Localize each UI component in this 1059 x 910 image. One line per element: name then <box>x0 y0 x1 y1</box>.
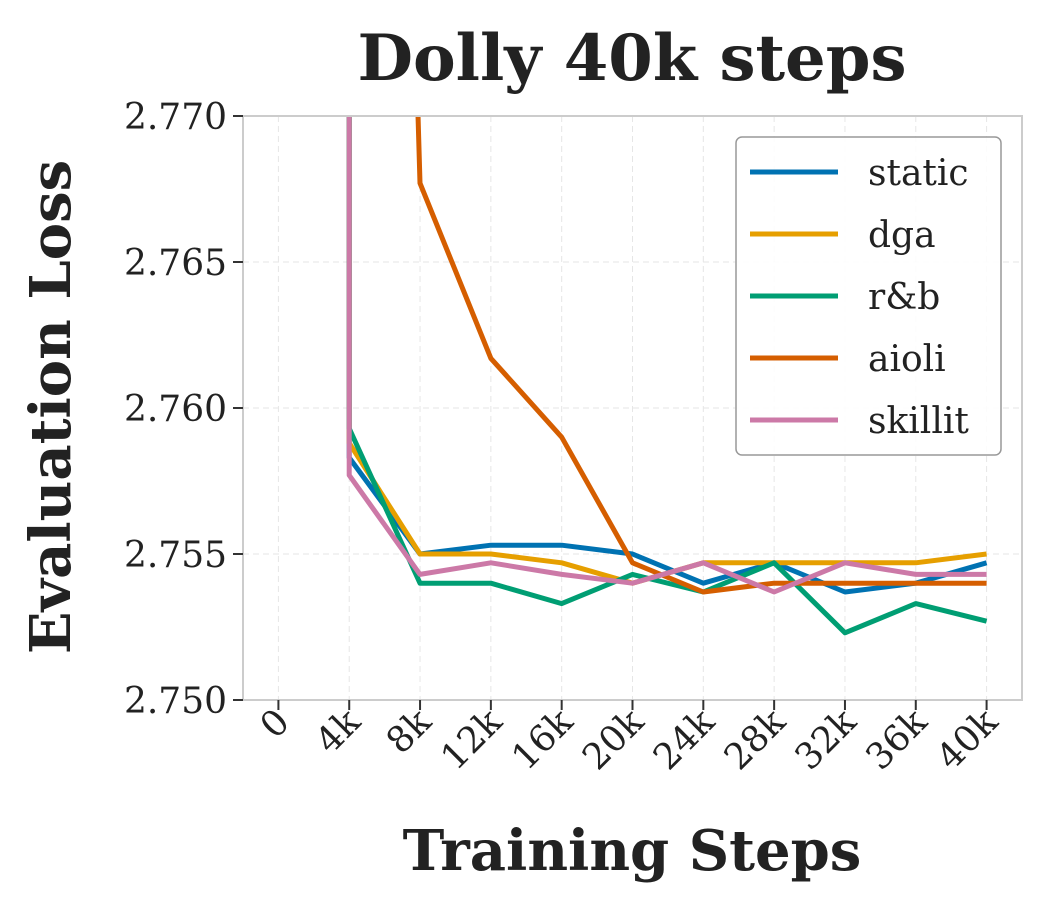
series-line-static <box>346 116 988 595</box>
legend-label: r&b <box>868 277 940 318</box>
x-tick-label: 28k <box>717 701 795 779</box>
x-tick-label: 4k <box>308 701 369 762</box>
legend: static dga r&b aioli skillit <box>735 136 1002 456</box>
legend-label: aioli <box>868 339 946 380</box>
x-tick-label: 0 <box>253 701 298 746</box>
series-line-aioli <box>415 116 987 595</box>
x-tick-label: 8k <box>379 701 440 762</box>
series-line-r&b <box>346 116 988 636</box>
x-tick-label: 24k <box>646 701 724 779</box>
y-tick-label: 2.770 <box>124 97 227 138</box>
x-tick-label: 32k <box>788 701 866 779</box>
x-tick-label: 40k <box>929 701 1007 779</box>
y-tick-label: 2.760 <box>124 389 227 430</box>
legend-label: static <box>868 153 969 194</box>
x-tick-label: 36k <box>858 701 936 779</box>
series-line-skillit <box>346 116 987 595</box>
x-axis-label: Training Steps <box>403 818 862 884</box>
y-tick-label: 2.765 <box>124 243 227 284</box>
y-tick-label: 2.755 <box>124 535 227 576</box>
y-axis-label: Evaluation Loss <box>18 160 84 654</box>
legend-label: dga <box>868 215 936 256</box>
legend-box <box>735 136 1002 456</box>
x-tick-label: 16k <box>504 701 582 779</box>
x-tick-label: 12k <box>433 701 511 779</box>
y-tick-label: 2.750 <box>124 681 227 722</box>
series-layer <box>346 116 988 636</box>
legend-label: skillit <box>868 401 969 442</box>
x-tick-label: 20k <box>575 701 653 779</box>
chart-title: Dolly 40k steps <box>357 21 906 96</box>
